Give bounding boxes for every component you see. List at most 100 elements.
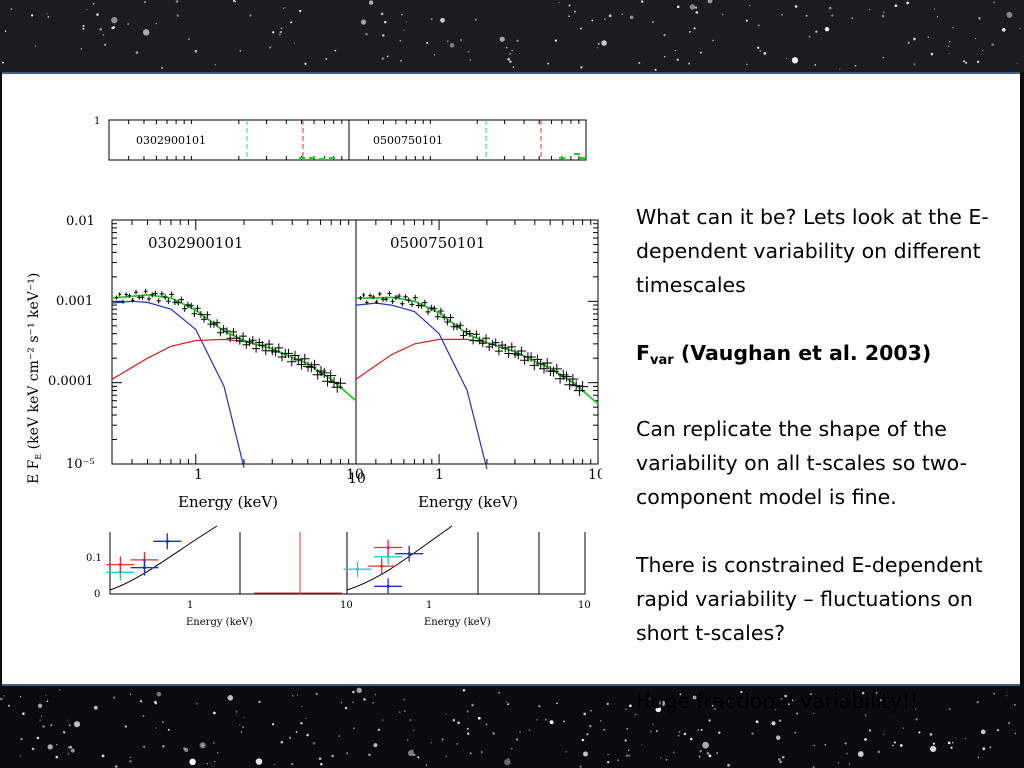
star — [176, 14, 180, 17]
spectrum-data-point — [309, 359, 320, 370]
star — [258, 700, 261, 704]
star — [597, 47, 599, 49]
star — [363, 698, 366, 701]
star — [1006, 695, 1008, 697]
spectrum-data-point — [146, 296, 152, 302]
star — [672, 751, 675, 754]
star — [127, 23, 130, 26]
star — [441, 738, 444, 741]
star — [893, 741, 896, 744]
star — [318, 757, 322, 761]
star — [124, 725, 128, 728]
star — [227, 695, 234, 701]
star — [929, 745, 937, 753]
star — [162, 721, 164, 723]
star — [426, 41, 429, 44]
star — [774, 709, 777, 711]
star — [771, 721, 776, 726]
star — [837, 762, 840, 764]
spectrum-data-point — [374, 299, 379, 305]
star — [430, 18, 433, 21]
star — [492, 732, 495, 735]
star — [640, 0, 644, 3]
spectrum-data-point — [501, 343, 510, 353]
star — [558, 2, 560, 4]
star — [19, 696, 22, 698]
star — [677, 734, 680, 737]
spectrum-data-point — [239, 332, 247, 341]
spectrum-obsid-left: 0302900101 — [148, 234, 243, 252]
spectrum-data-point — [456, 321, 464, 329]
star — [239, 50, 242, 52]
spectrum-data-point — [577, 381, 589, 392]
star — [274, 764, 276, 766]
star — [508, 52, 512, 56]
star — [991, 43, 995, 47]
star — [996, 729, 999, 732]
star — [304, 62, 307, 65]
spectrum-data-point — [134, 289, 138, 295]
star — [781, 13, 783, 16]
spectrum-data-point — [441, 313, 448, 321]
star — [918, 731, 921, 734]
star — [255, 758, 263, 765]
star — [597, 42, 600, 45]
star — [848, 763, 850, 765]
star — [881, 14, 885, 18]
fvar-panels: 0.1 0 1 10 1 10 Energy (keV) Energy (keV… — [86, 525, 591, 628]
fvar-blue-point-marker — [407, 552, 411, 556]
star — [617, 759, 619, 762]
spectrum-data-point — [561, 371, 572, 382]
star — [875, 692, 878, 694]
star — [781, 755, 785, 759]
spectrum-data-point — [359, 296, 362, 300]
star — [930, 52, 934, 56]
star — [452, 719, 456, 722]
star — [976, 700, 980, 704]
spectrum-data-point — [140, 294, 145, 300]
star — [445, 755, 448, 758]
spectrum-data-point — [124, 292, 128, 297]
star — [563, 720, 565, 723]
star — [582, 751, 589, 757]
star — [295, 730, 298, 733]
spectrum-data-point — [194, 305, 201, 312]
star — [320, 762, 323, 766]
star — [239, 724, 241, 726]
spectrum-data-point — [210, 320, 218, 328]
star — [805, 14, 808, 17]
fvar-xlabel-right: Energy (keV) — [424, 617, 491, 628]
star — [663, 33, 666, 37]
spectrum-data-point — [472, 330, 480, 339]
spectrum-data-point — [318, 367, 330, 379]
soft-component-curve-left — [111, 300, 245, 468]
fvar-cyan-point-marker — [386, 555, 390, 559]
star — [590, 709, 592, 712]
star — [549, 720, 554, 725]
star — [377, 728, 381, 732]
star — [1016, 63, 1018, 65]
star — [214, 64, 216, 66]
spectrum-data-point — [236, 337, 244, 345]
star — [213, 711, 216, 715]
spectrum-data-point — [118, 292, 122, 297]
star — [868, 8, 871, 11]
star — [189, 758, 196, 766]
star — [839, 68, 841, 70]
star — [312, 741, 316, 745]
star — [786, 57, 788, 60]
xtick-left-10: 10 — [346, 467, 364, 483]
star — [628, 754, 631, 757]
spectrum-data-point — [390, 298, 395, 304]
spectrum-data-point — [434, 313, 441, 320]
star — [794, 5, 798, 8]
star — [655, 706, 662, 713]
star — [689, 737, 693, 741]
star — [568, 15, 570, 17]
fvar-blue-point-marker — [386, 584, 390, 588]
spectrum-data-point — [460, 331, 467, 339]
top-strip-ytick: 1 — [94, 116, 100, 127]
star — [683, 732, 687, 736]
star — [947, 741, 951, 745]
star — [216, 751, 219, 754]
